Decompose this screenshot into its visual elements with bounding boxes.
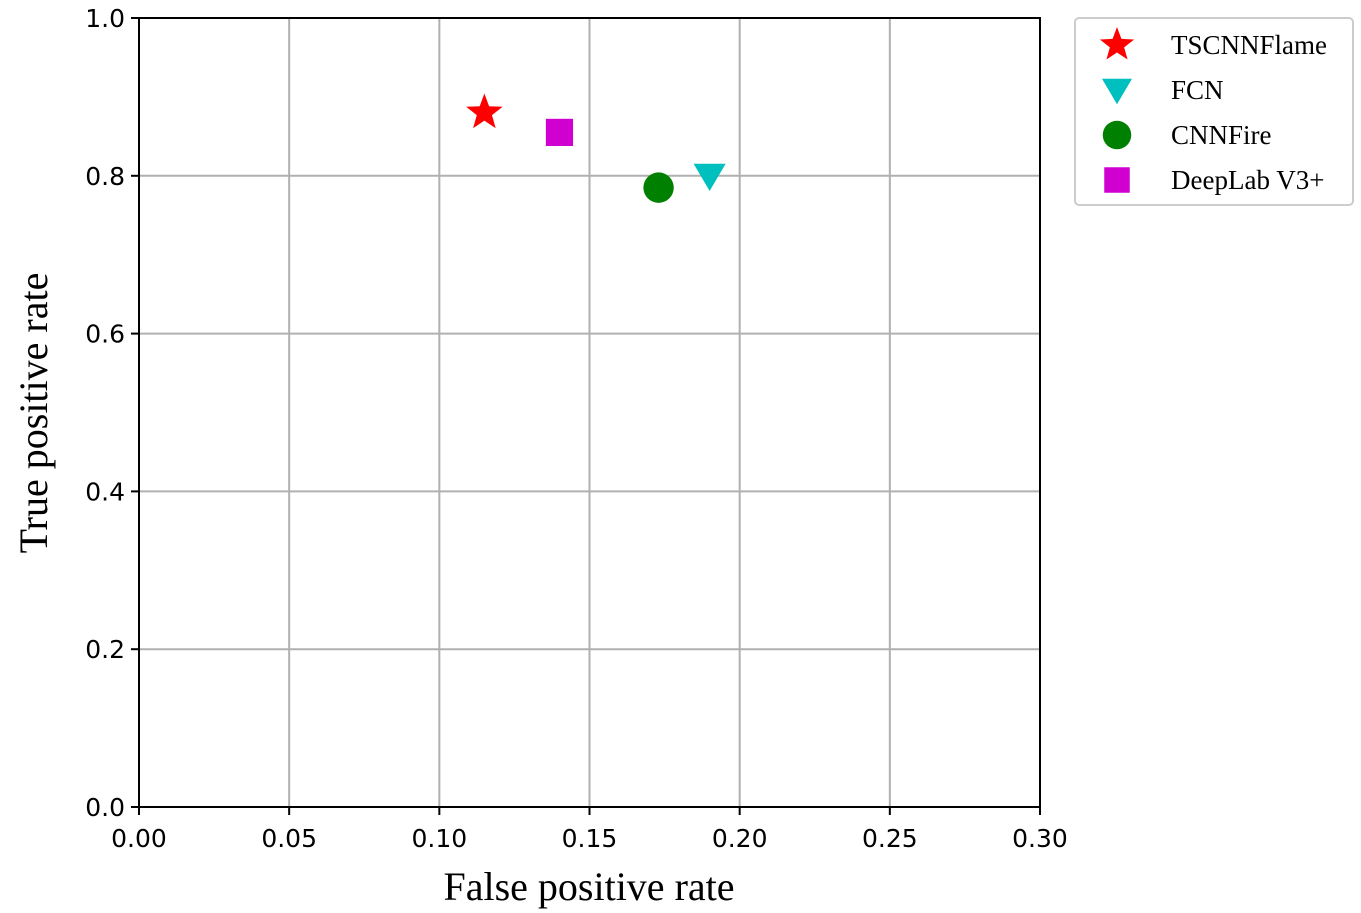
legend-label-tscnnflame: TSCNNFlame [1171,30,1327,60]
legend-marker-deeplab-v3 [1104,167,1130,193]
y-tick-label: 0.0 [85,793,125,822]
y-axis-title: True positive rate [11,273,56,554]
x-tick-label: 0.05 [261,824,317,853]
x-tick-label: 0.25 [862,824,918,853]
point-fcn [693,163,726,191]
y-tick-label: 0.2 [85,635,125,664]
x-tick-label: 0.15 [562,824,618,853]
y-tick-label: 1.0 [85,4,125,33]
legend-box [1074,17,1354,206]
x-axis-title: False positive rate [443,864,734,909]
x-tick-label: 0.30 [1012,824,1068,853]
legend-marker-cnnfire [1102,120,1132,150]
legend-marker-fcn [1102,78,1132,105]
point-deeplab-v3 [545,118,574,147]
legend-label-deeplab-v3: DeepLab V3+ [1171,165,1324,195]
data-points [466,93,726,203]
point-cnnfire [643,172,674,203]
legend-marker-tscnnflame [1099,27,1135,60]
x-tick-label: 0.20 [712,824,768,853]
x-tick-label: 0.10 [411,824,467,853]
y-tick-label: 0.4 [85,477,125,506]
y-tick-label: 0.6 [85,320,125,349]
legend-label-fcn: FCN [1171,75,1224,105]
grid-lines [138,17,1041,808]
legend-label-cnnfire: CNNFire [1171,120,1272,150]
point-tscnnflame [466,93,503,129]
y-tick-label: 0.8 [85,162,125,191]
axis-ticks: 0.00 0.05 0.10 0.15 0.20 0.25 0.30 0.0 0.2 0.4 0.6… [85,4,1068,853]
legend: TSCNNFlame FCN CNNFire DeepLab V3+ [1074,17,1354,206]
x-tick-label: 0.00 [111,824,167,853]
